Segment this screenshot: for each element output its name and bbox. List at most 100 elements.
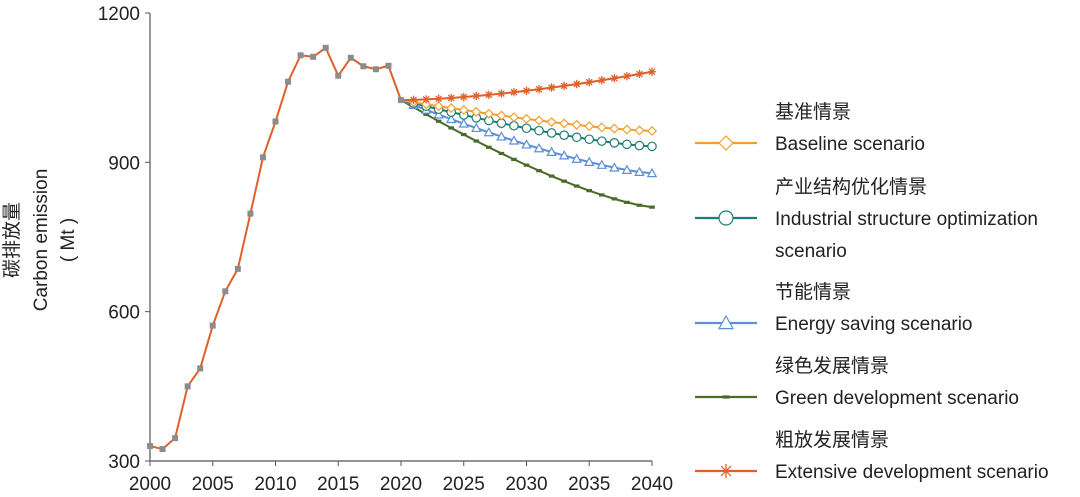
x-tick-label: 2020 bbox=[380, 474, 422, 495]
historical-point bbox=[209, 322, 216, 329]
x-tick-label: 2005 bbox=[192, 474, 234, 495]
data-point bbox=[571, 119, 582, 130]
data-point bbox=[647, 67, 657, 76]
historical-point bbox=[372, 66, 379, 73]
legend-label-en: Energy saving scenario bbox=[775, 314, 973, 335]
legend-label-zh: 产业结构优化情景 bbox=[775, 176, 927, 198]
historical-point bbox=[285, 78, 292, 85]
axes: 300 600 900 1200 2000 2005 2010 2015 2020 2025 203… bbox=[98, 4, 673, 495]
data-point bbox=[584, 121, 595, 132]
data-point bbox=[609, 123, 620, 134]
series-layer bbox=[147, 44, 658, 453]
data-point bbox=[621, 124, 632, 135]
historical-point bbox=[259, 154, 266, 161]
data-point bbox=[559, 81, 569, 91]
data-point bbox=[647, 141, 657, 152]
data-point bbox=[546, 146, 557, 157]
data-point bbox=[433, 101, 444, 112]
data-point bbox=[584, 156, 595, 166]
data-point bbox=[521, 139, 532, 149]
data-point bbox=[521, 123, 532, 134]
legend-marker-icon bbox=[719, 464, 733, 478]
data-point bbox=[534, 115, 545, 126]
legend-marker-icon bbox=[717, 314, 735, 330]
data-point bbox=[483, 108, 494, 119]
data-point bbox=[561, 179, 567, 183]
data-point bbox=[484, 90, 494, 100]
historical-point bbox=[322, 44, 329, 51]
data-point bbox=[646, 125, 658, 137]
data-point bbox=[536, 169, 542, 173]
historical-point bbox=[360, 63, 367, 70]
data-point bbox=[448, 126, 454, 130]
legend-label-zh: 基准情景 bbox=[775, 101, 851, 123]
data-point bbox=[596, 159, 608, 169]
data-point bbox=[584, 134, 595, 145]
data-point bbox=[533, 142, 545, 153]
x-tick-label: 2035 bbox=[568, 474, 610, 495]
y-tick-label: 600 bbox=[108, 303, 140, 324]
data-point bbox=[458, 104, 469, 116]
data-point bbox=[445, 113, 457, 124]
legend-label-en: Baseline scenario bbox=[775, 134, 925, 155]
data-point bbox=[459, 92, 468, 102]
data-point bbox=[611, 197, 618, 201]
data-point bbox=[458, 118, 469, 128]
data-point bbox=[635, 69, 644, 79]
historical-point bbox=[197, 365, 204, 372]
legend-label-en-line2: scenario bbox=[775, 241, 847, 262]
historical-point bbox=[347, 54, 354, 61]
series-dash bbox=[400, 99, 655, 209]
data-point bbox=[546, 128, 557, 138]
data-point bbox=[421, 95, 431, 104]
data-point bbox=[609, 138, 620, 148]
historical-point bbox=[159, 446, 166, 453]
data-point bbox=[486, 145, 492, 149]
data-point bbox=[434, 94, 443, 103]
data-point bbox=[460, 132, 467, 137]
y-axis-title-en: Carbon emission bbox=[31, 169, 52, 312]
data-point bbox=[636, 203, 643, 207]
legend-item-triangle: 节能情景 Energy saving scenario bbox=[695, 281, 973, 335]
data-point bbox=[472, 91, 481, 101]
data-point bbox=[634, 140, 645, 151]
y-axis-title: 碳排放量 Carbon emission ( Mt ) bbox=[1, 169, 79, 312]
historical-point bbox=[297, 52, 304, 59]
data-point bbox=[622, 139, 632, 150]
y-axis-title-zh: 碳排放量 bbox=[1, 202, 23, 278]
legend-marker-icon bbox=[718, 135, 734, 151]
data-point bbox=[586, 189, 593, 193]
data-point bbox=[508, 135, 520, 145]
y-tick-label: 900 bbox=[108, 153, 140, 174]
data-point bbox=[599, 193, 605, 197]
legend-item-circle: 产业结构优化情景 Industrial structure optimizatio… bbox=[695, 176, 1038, 262]
x-tick-label: 2040 bbox=[631, 474, 673, 495]
historical-point bbox=[272, 118, 279, 125]
historical-point bbox=[222, 288, 229, 295]
historical-point bbox=[398, 97, 404, 104]
data-point bbox=[446, 103, 457, 114]
data-point bbox=[498, 151, 505, 156]
legend-label-en: Green development scenario bbox=[775, 388, 1019, 409]
data-point bbox=[646, 167, 658, 178]
legend-marker-icon bbox=[722, 395, 730, 399]
series-historical bbox=[147, 44, 404, 453]
data-point bbox=[622, 71, 632, 81]
data-point bbox=[572, 79, 581, 89]
data-point bbox=[596, 122, 607, 133]
data-point bbox=[559, 118, 570, 129]
data-point bbox=[433, 109, 444, 119]
x-tick-label: 2010 bbox=[254, 474, 296, 495]
y-tick-label: 1200 bbox=[98, 4, 140, 25]
data-point bbox=[534, 125, 544, 136]
data-point bbox=[534, 85, 544, 94]
data-point bbox=[497, 89, 506, 98]
historical-point bbox=[247, 210, 254, 217]
data-point bbox=[409, 95, 418, 105]
legend-label-zh: 绿色发展情景 bbox=[775, 355, 889, 377]
legend-item-diamond: 基准情景 Baseline scenario bbox=[695, 101, 925, 155]
x-tick-label: 2000 bbox=[129, 474, 171, 495]
data-point bbox=[634, 166, 645, 176]
data-point bbox=[597, 76, 606, 85]
data-point bbox=[509, 88, 519, 97]
